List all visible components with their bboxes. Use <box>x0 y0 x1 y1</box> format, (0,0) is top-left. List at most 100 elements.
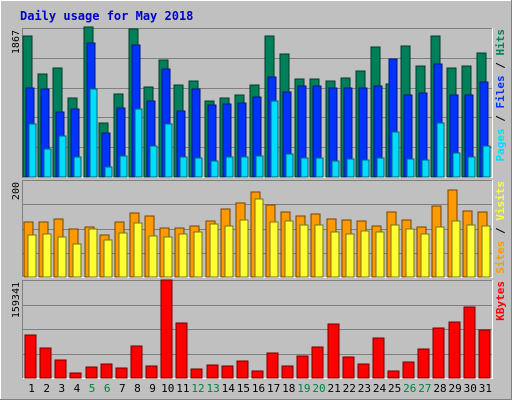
x-tick-label-day-3: 3 <box>59 382 66 395</box>
bar-sites-day-10 <box>163 236 173 278</box>
bar-sites-day-14 <box>224 225 234 278</box>
bar-kbytes-day-7 <box>115 367 128 379</box>
bar-pages-day-23 <box>361 159 370 178</box>
bar-sites-day-18 <box>284 220 294 278</box>
bar-pages-day-10 <box>164 123 173 178</box>
bar-pages-day-19 <box>300 157 309 178</box>
bar-kbytes-day-13 <box>206 364 219 379</box>
bar-sites-day-2 <box>42 233 52 278</box>
x-tick-label-day-27: 27 <box>418 382 431 395</box>
bar-sites-day-3 <box>57 236 67 278</box>
bar-kbytes-day-4 <box>69 372 82 379</box>
bar-sites-day-20 <box>314 224 324 278</box>
bar-pages-day-3 <box>58 135 67 178</box>
x-tick-label-day-22: 22 <box>343 382 356 395</box>
bar-kbytes-day-12 <box>190 368 203 379</box>
bar-kbytes-day-16 <box>251 370 264 379</box>
bar-kbytes-day-11 <box>175 322 188 379</box>
bar-sites-day-19 <box>299 224 309 278</box>
bar-kbytes-day-31 <box>478 329 491 379</box>
bar-sites-day-24 <box>375 231 385 278</box>
x-tick-label-day-31: 31 <box>479 382 492 395</box>
bar-sites-day-16 <box>254 198 264 278</box>
bar-pages-day-13 <box>210 160 219 178</box>
panel-visits-sites: 200 Sites / Visits <box>11 180 507 278</box>
x-tick-label-day-15: 15 <box>237 382 250 395</box>
y-max-label: 1867 <box>11 30 22 54</box>
series-legend-label: Pages / Files / Hits <box>494 29 507 162</box>
bar-kbytes-day-18 <box>281 365 294 379</box>
bar-kbytes-day-29 <box>448 321 461 379</box>
bar-sites-day-30 <box>466 224 476 278</box>
bar-sites-day-27 <box>420 233 430 278</box>
bar-sites-day-15 <box>239 219 249 278</box>
x-tick-label-day-14: 14 <box>222 382 236 395</box>
bar-sites-day-7 <box>118 232 128 278</box>
series-legend-label: KBytes <box>494 281 507 321</box>
bar-pages-day-9 <box>149 145 158 178</box>
x-tick-label-day-2: 2 <box>43 382 50 395</box>
legend-part-sites: Visits <box>494 181 507 221</box>
x-tick-label-day-11: 11 <box>176 382 189 395</box>
chart-title: Daily usage for May 2018 <box>20 9 193 23</box>
legend-part-hits: Hits <box>494 29 507 56</box>
bar-kbytes-day-15 <box>236 360 249 379</box>
bar-pages-day-24 <box>376 157 385 178</box>
bar-sites-day-22 <box>345 233 355 278</box>
bar-sites-day-29 <box>451 220 461 278</box>
x-tick-label-day-28: 28 <box>433 382 446 395</box>
bar-sites-day-28 <box>435 226 445 278</box>
bar-pages-day-8 <box>134 108 143 178</box>
bar-pages-day-12 <box>194 157 203 178</box>
bar-kbytes-day-22 <box>342 356 355 379</box>
bar-pages-day-31 <box>482 145 491 178</box>
panel-hits-files-pages: 1867 Pages / Files / Hits <box>11 26 507 178</box>
x-tick-label-day-17: 17 <box>267 382 280 395</box>
bar-pages-day-6 <box>104 166 113 178</box>
bar-pages-day-15 <box>240 156 249 178</box>
x-tick-label-day-23: 23 <box>358 382 371 395</box>
bar-sites-day-26 <box>405 228 415 278</box>
legend-part-visits: Sites <box>494 241 507 274</box>
y-max-label: 200 <box>11 182 22 200</box>
x-tick-label-day-16: 16 <box>252 382 265 395</box>
bar-pages-day-25 <box>391 131 400 178</box>
legend-part-separator: / <box>494 221 507 241</box>
legend-part-kbytes: KBytes <box>494 281 507 321</box>
bar-sites-day-23 <box>360 230 370 278</box>
bar-pages-day-14 <box>225 156 234 178</box>
bar-pages-day-16 <box>255 155 264 178</box>
x-tick-label-day-5: 5 <box>89 382 96 395</box>
y-max-label: 159341 <box>11 282 22 318</box>
x-tick-label-day-29: 29 <box>449 382 462 395</box>
x-tick-label-day-20: 20 <box>312 382 325 395</box>
x-tick-label-day-26: 26 <box>403 382 416 395</box>
bar-pages-day-26 <box>406 158 415 178</box>
x-tick-label-day-24: 24 <box>373 382 387 395</box>
bar-sites-day-11 <box>178 233 188 278</box>
x-tick-label-day-12: 12 <box>191 382 204 395</box>
x-tick-label-day-25: 25 <box>388 382 401 395</box>
legend-part-files: Files <box>494 75 507 108</box>
bar-pages-day-30 <box>467 156 476 178</box>
bar-kbytes-day-2 <box>39 347 52 379</box>
bar-sites-day-12 <box>193 231 203 278</box>
bar-pages-day-27 <box>421 159 430 178</box>
bar-pages-day-1 <box>28 123 37 178</box>
bar-pages-day-11 <box>179 156 188 178</box>
bar-sites-day-5 <box>88 228 98 278</box>
x-tick-label-day-6: 6 <box>104 382 111 395</box>
bar-kbytes-day-21 <box>327 323 340 379</box>
bar-kbytes-day-25 <box>387 370 400 379</box>
x-axis-day-labels: 1 2 3 4 5 6 7 8 9 10 11 12 13 14 15 16 17 18 19 20 21 22 23 24 2… <box>28 382 492 395</box>
panel-kbytes: 159341 KBytes <box>11 279 507 379</box>
bar-pages-day-21 <box>331 160 340 178</box>
x-tick-label-day-9: 9 <box>149 382 156 395</box>
bar-sites-day-25 <box>390 224 400 278</box>
bar-kbytes-day-14 <box>221 365 234 379</box>
bar-pages-day-18 <box>285 153 294 178</box>
bar-sites-day-17 <box>269 221 279 278</box>
bar-pages-day-7 <box>119 155 128 178</box>
legend-part-pages: Pages <box>494 128 507 161</box>
bar-kbytes-day-28 <box>432 327 445 379</box>
